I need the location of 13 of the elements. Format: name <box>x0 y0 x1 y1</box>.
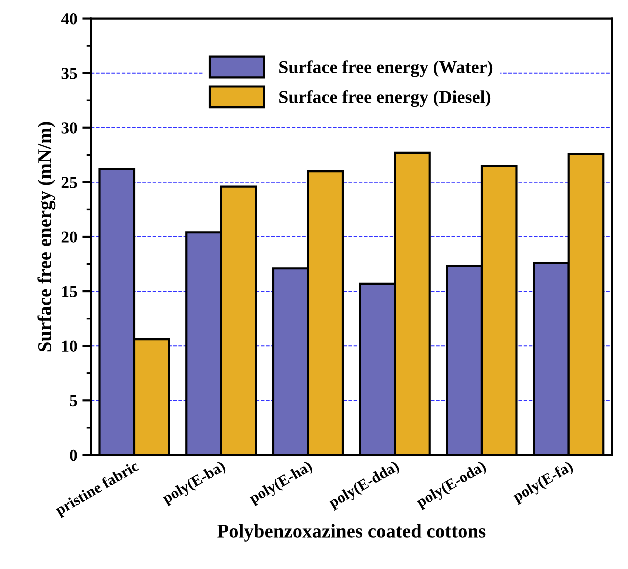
y-tick-label: 15 <box>62 286 78 298</box>
y-tick-label: 35 <box>62 68 78 80</box>
y-tick-label: 10 <box>62 340 78 352</box>
y-axis-title: Surface free energy (mN/m) <box>38 122 56 352</box>
y-tick-label: 5 <box>70 396 78 407</box>
y-tick-label: 40 <box>61 13 78 25</box>
legend-label: Surface free energy (Diesel) <box>280 90 491 108</box>
y-tick-label: 20 <box>62 232 78 243</box>
y-tick-label: 25 <box>62 177 78 188</box>
y-tick-label: 0 <box>70 450 78 462</box>
x-axis-title: Polybenzoxazines coated cottons <box>218 524 486 542</box>
y-tick-label: 30 <box>62 122 78 134</box>
legend-label: Surface free energy (Water) <box>280 60 493 78</box>
